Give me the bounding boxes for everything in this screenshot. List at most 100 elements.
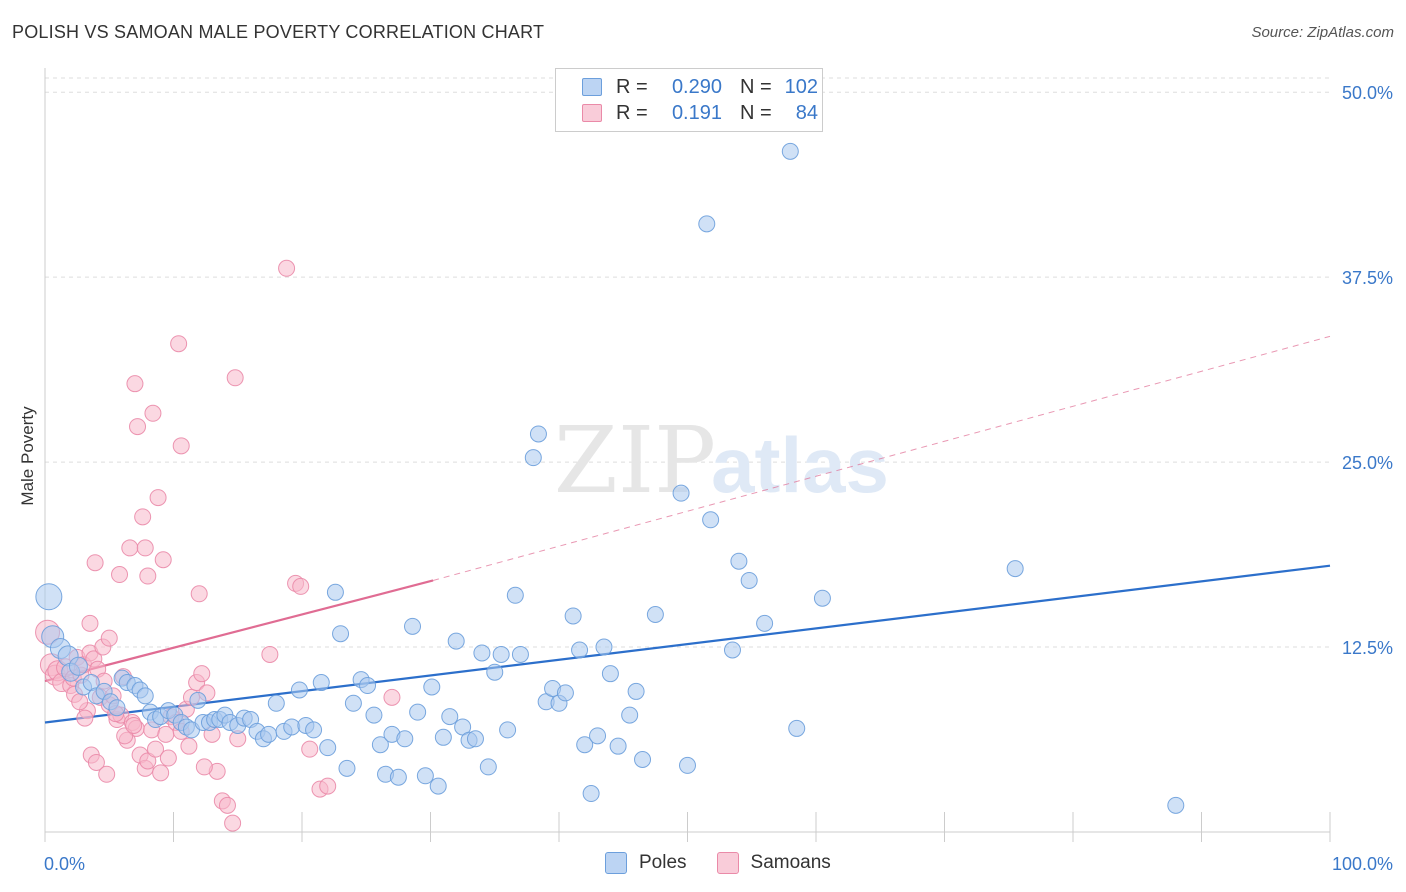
- samoans-point: [278, 259, 296, 277]
- y-tick-label: 50.0%: [1342, 83, 1393, 103]
- samoans-point: [134, 508, 152, 526]
- legend-n-label: N =: [740, 75, 772, 98]
- tick-labels: 12.5% 25.0% 37.5% 50.0% 0.0% 100.0%: [44, 83, 1393, 874]
- poles-point: [416, 767, 434, 785]
- samoans-point: [136, 539, 154, 557]
- poles-point: [466, 730, 484, 748]
- samoans-point: [224, 814, 242, 832]
- legend-row-samoans: R = 0.191 N = 84: [582, 101, 818, 125]
- y-tick-label: 25.0%: [1342, 453, 1393, 473]
- poles-legend-swatch: [605, 852, 627, 874]
- samoans-legend-label: Samoans: [750, 852, 831, 873]
- legend-r-label: R =: [616, 101, 648, 124]
- poles-point: [396, 730, 414, 748]
- samoans-legend-swatch: [716, 852, 739, 874]
- samoans-trend-extension: [432, 335, 1331, 581]
- samoans-point: [261, 645, 279, 663]
- samoans-point: [190, 585, 208, 603]
- samoans-point: [139, 567, 157, 585]
- poles-point: [564, 607, 582, 625]
- samoans-point: [195, 758, 213, 776]
- samoans-point: [86, 554, 104, 572]
- poles-point: [576, 736, 594, 754]
- poles-legend-label: Poles: [639, 852, 687, 873]
- legend-row-poles: R = 0.290 N = 102: [582, 75, 818, 99]
- legend-n-label: N =: [740, 101, 772, 124]
- poles-point: [283, 718, 301, 736]
- x-tick-label: 100.0%: [1332, 854, 1393, 874]
- samoans-point: [319, 777, 337, 795]
- data-points: [35, 142, 1185, 832]
- watermark-atlas: atlas: [711, 421, 889, 509]
- samoans-point: [125, 716, 143, 734]
- poles-point: [108, 699, 126, 717]
- poles-point: [698, 215, 716, 233]
- samoans-point: [180, 737, 198, 755]
- x-tick-label: 0.0%: [44, 854, 85, 874]
- poles-point: [326, 583, 344, 601]
- samoans-point: [149, 489, 167, 507]
- poles-point: [499, 721, 517, 739]
- source-label: Source: ZipAtlas.com: [1251, 24, 1394, 41]
- poles-point: [492, 645, 510, 663]
- poles-point: [338, 759, 356, 777]
- poles-point: [646, 605, 664, 623]
- legend-n-value: 84: [795, 101, 818, 124]
- samoans-point: [152, 764, 170, 782]
- samoans-swatch: [582, 104, 602, 122]
- poles-point: [609, 737, 627, 755]
- samoans-point: [129, 418, 147, 436]
- samoans-point: [100, 629, 118, 647]
- poles-point: [473, 644, 491, 662]
- samoans-trend-line: [44, 579, 434, 683]
- legend-r-value: 0.191: [671, 101, 722, 124]
- poles-point: [267, 694, 285, 712]
- poles-point: [434, 728, 452, 746]
- poles-point: [68, 656, 88, 676]
- poles-point: [506, 586, 524, 604]
- samoans-point: [383, 688, 401, 706]
- poles-point: [479, 758, 497, 776]
- samoans-point: [111, 566, 129, 584]
- poles-point: [486, 663, 504, 681]
- poles-point: [447, 632, 465, 650]
- samoans-point: [81, 614, 99, 632]
- y-axis-label: Male Poverty: [18, 406, 37, 506]
- poles-point: [511, 645, 529, 663]
- poles-point: [429, 777, 447, 795]
- legend-n-value: 102: [784, 75, 818, 98]
- legend-r-label: R =: [616, 75, 648, 98]
- legend-r-value: 0.290: [671, 75, 722, 98]
- poles-point: [441, 708, 459, 726]
- samoans-point: [301, 740, 319, 758]
- poles-point: [627, 682, 645, 700]
- samoans-point: [193, 665, 211, 683]
- trend-lines: [44, 335, 1331, 724]
- watermark: ZIP atlas: [554, 407, 889, 514]
- poles-point: [571, 641, 589, 659]
- samoans-point: [172, 437, 190, 455]
- samoans-point: [218, 796, 236, 814]
- poles-point: [601, 665, 619, 683]
- poles-point: [679, 756, 696, 774]
- stats-legend: R = 0.290 N = 102 R = 0.191 N = 84: [555, 68, 823, 132]
- poles-point: [404, 617, 422, 635]
- poles-point: [189, 691, 207, 709]
- poles-point: [409, 703, 427, 721]
- poles-point: [813, 589, 831, 607]
- chart-title: POLISH VS SAMOAN MALE POVERTY CORRELATIO…: [12, 22, 545, 42]
- samoans-point: [98, 765, 116, 783]
- poles-point: [582, 785, 600, 803]
- poles-point: [423, 678, 441, 696]
- samoans-point: [170, 335, 188, 353]
- legend-item-poles[interactable]: Poles: [605, 852, 687, 874]
- poles-point: [305, 721, 323, 739]
- poles-point: [702, 511, 720, 529]
- poles-swatch: [582, 78, 602, 96]
- poles-point: [781, 142, 799, 160]
- poles-point: [35, 583, 63, 611]
- series-legend: Poles Samoans: [605, 852, 861, 874]
- poles-point: [389, 768, 407, 786]
- legend-item-samoans[interactable]: Samoans: [716, 852, 831, 874]
